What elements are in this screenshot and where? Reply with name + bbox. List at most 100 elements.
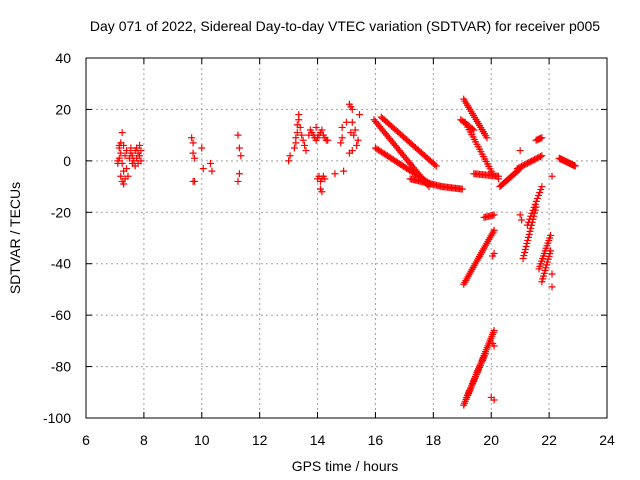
data-point xyxy=(518,216,526,224)
data-point xyxy=(490,226,498,234)
data-point xyxy=(356,111,364,119)
y-axis-ticks: 40 20 0 -20 -40 -60 -80 -100 xyxy=(43,50,607,426)
data-point xyxy=(198,144,206,152)
data-point xyxy=(115,141,123,149)
x-tick-label: 16 xyxy=(368,432,384,448)
data-point xyxy=(121,152,129,160)
x-tick-label: 20 xyxy=(483,432,499,448)
data-point xyxy=(312,123,320,131)
data-point xyxy=(531,200,539,208)
x-tick-label: 12 xyxy=(252,432,268,448)
data-point xyxy=(520,252,528,260)
data-point xyxy=(117,149,125,157)
data-point xyxy=(235,144,243,152)
data-point xyxy=(348,118,356,126)
data-point xyxy=(118,129,126,137)
data-point xyxy=(340,167,348,175)
data-point xyxy=(318,188,326,196)
data-point xyxy=(535,191,543,199)
data-point xyxy=(117,172,125,180)
data-point xyxy=(529,206,537,214)
x-axis-ticks: 6 8 10 12 14 16 18 20 22 24 xyxy=(82,58,615,448)
x-tick-label: 14 xyxy=(310,432,326,448)
data-point xyxy=(458,185,466,193)
y-tick-label: -60 xyxy=(51,307,71,323)
data-point xyxy=(571,162,579,170)
data-point xyxy=(350,131,358,139)
data-point xyxy=(548,270,556,278)
data-point xyxy=(298,131,306,139)
data-point xyxy=(521,245,529,253)
data-point xyxy=(525,218,533,226)
data-point xyxy=(301,141,309,149)
data-point xyxy=(538,134,546,142)
data-point xyxy=(490,327,498,335)
data-point xyxy=(188,134,196,142)
data-point xyxy=(532,197,540,205)
data-point xyxy=(137,157,145,165)
data-point xyxy=(526,227,534,235)
data-point xyxy=(527,212,535,220)
data-points xyxy=(114,95,579,409)
data-point xyxy=(189,139,197,147)
data-point xyxy=(483,134,491,142)
data-point xyxy=(547,247,555,255)
data-point xyxy=(348,147,356,155)
data-point xyxy=(137,147,145,155)
data-point xyxy=(331,170,339,178)
data-point xyxy=(538,183,546,191)
x-tick-label: 18 xyxy=(426,432,442,448)
x-tick-label: 24 xyxy=(599,432,615,448)
data-point xyxy=(490,342,498,350)
data-point xyxy=(199,165,207,173)
x-tick-label: 6 xyxy=(82,432,90,448)
plot-frame xyxy=(85,57,608,419)
data-point xyxy=(338,134,346,142)
data-point xyxy=(348,105,356,113)
data-point xyxy=(324,136,332,144)
y-tick-label: 20 xyxy=(55,101,71,117)
data-point xyxy=(124,172,132,180)
data-point xyxy=(234,177,242,185)
data-point xyxy=(538,152,546,160)
data-point xyxy=(530,203,538,211)
y-tick-label: 0 xyxy=(63,153,71,169)
y-tick-label: 40 xyxy=(55,50,71,66)
data-point xyxy=(296,123,304,131)
data-point xyxy=(523,221,531,229)
data-point xyxy=(494,175,502,183)
data-point xyxy=(189,149,197,157)
x-tick-label: 8 xyxy=(140,432,148,448)
data-point xyxy=(206,159,214,167)
data-point xyxy=(526,215,534,223)
data-point xyxy=(136,152,144,160)
data-point xyxy=(354,136,362,144)
y-tick-label: -20 xyxy=(51,204,71,220)
y-tick-label: -40 xyxy=(51,256,71,272)
data-point xyxy=(234,131,242,139)
x-axis-label: GPS time / hours xyxy=(292,458,399,474)
data-point xyxy=(191,177,199,185)
data-point xyxy=(237,152,245,160)
data-point xyxy=(235,170,243,178)
data-point xyxy=(351,126,359,134)
data-point xyxy=(290,144,298,152)
data-point xyxy=(490,211,498,219)
data-point xyxy=(302,147,310,155)
data-point xyxy=(516,211,524,219)
data-point xyxy=(533,194,541,202)
data-point xyxy=(292,134,300,142)
data-point xyxy=(548,172,556,180)
x-tick-label: 10 xyxy=(194,432,210,448)
y-tick-label: -100 xyxy=(43,410,71,426)
data-point xyxy=(321,175,329,183)
data-point xyxy=(521,249,529,257)
data-point xyxy=(299,136,307,144)
data-point xyxy=(490,249,498,257)
data-point xyxy=(432,162,440,170)
data-point xyxy=(536,152,544,160)
data-point xyxy=(524,233,532,241)
data-point xyxy=(208,167,216,175)
data-point xyxy=(353,141,361,149)
y-axis-label: SDTVAR / TECUs xyxy=(7,182,23,294)
